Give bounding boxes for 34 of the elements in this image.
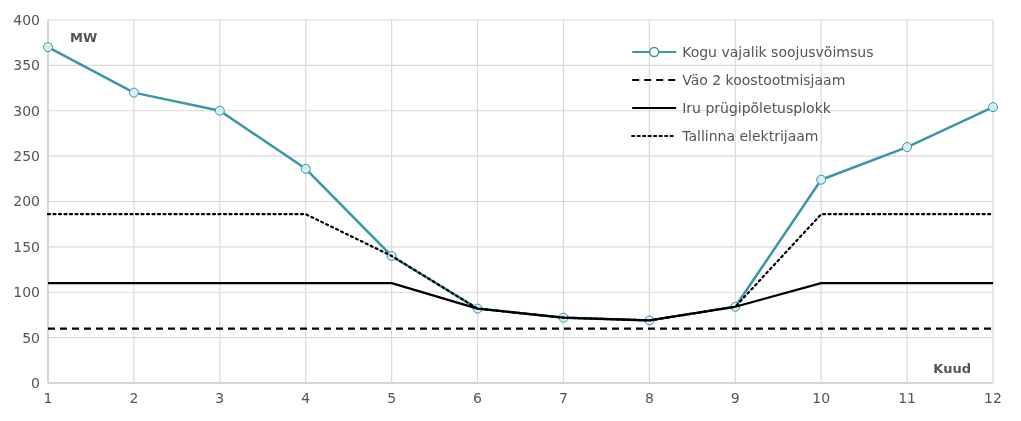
x-tick-label: 12	[984, 390, 1002, 406]
x-tick-label: 4	[301, 390, 311, 406]
point	[300, 163, 311, 174]
legend-label: Väo 2 koostootmisjaam	[682, 71, 846, 88]
x-tick-label: 5	[387, 390, 397, 406]
y-tick-label: 100	[13, 284, 40, 301]
x-tick-label: 11	[898, 390, 916, 406]
y-axis-title: MW	[70, 30, 98, 45]
x-tick-label: 2	[129, 390, 139, 406]
x-tick-label: 1	[43, 390, 53, 406]
point	[816, 174, 827, 185]
legend-label: Tallinna elektrijaam	[681, 127, 819, 144]
x-axis-title: Kuud	[933, 361, 971, 376]
x-tick-label: 7	[558, 390, 568, 406]
x-tick-label: 10	[812, 390, 831, 406]
x-tick-label: 3	[215, 390, 225, 406]
y-tick-label: 350	[13, 57, 40, 74]
legend-label: Kogu vajalik soojusvõimsus	[682, 43, 874, 60]
y-tick-label: 300	[13, 102, 40, 119]
x-tick-label: 6	[473, 390, 483, 406]
point	[902, 142, 913, 153]
y-tick-label: 50	[22, 329, 40, 346]
point	[128, 87, 139, 98]
y-tick-label: 0	[31, 374, 40, 391]
y-tick-label: 150	[13, 238, 40, 255]
y-tick-label: 400	[13, 11, 40, 28]
point	[43, 42, 53, 53]
legend-label: Iru prügipõletusplokk	[682, 99, 832, 116]
point	[988, 102, 998, 113]
x-tick-label: 8	[644, 390, 654, 406]
y-tick-label: 200	[13, 193, 40, 210]
x-tick-label: 9	[730, 390, 740, 406]
y-tick-label: 250	[13, 148, 40, 165]
point	[214, 105, 225, 116]
